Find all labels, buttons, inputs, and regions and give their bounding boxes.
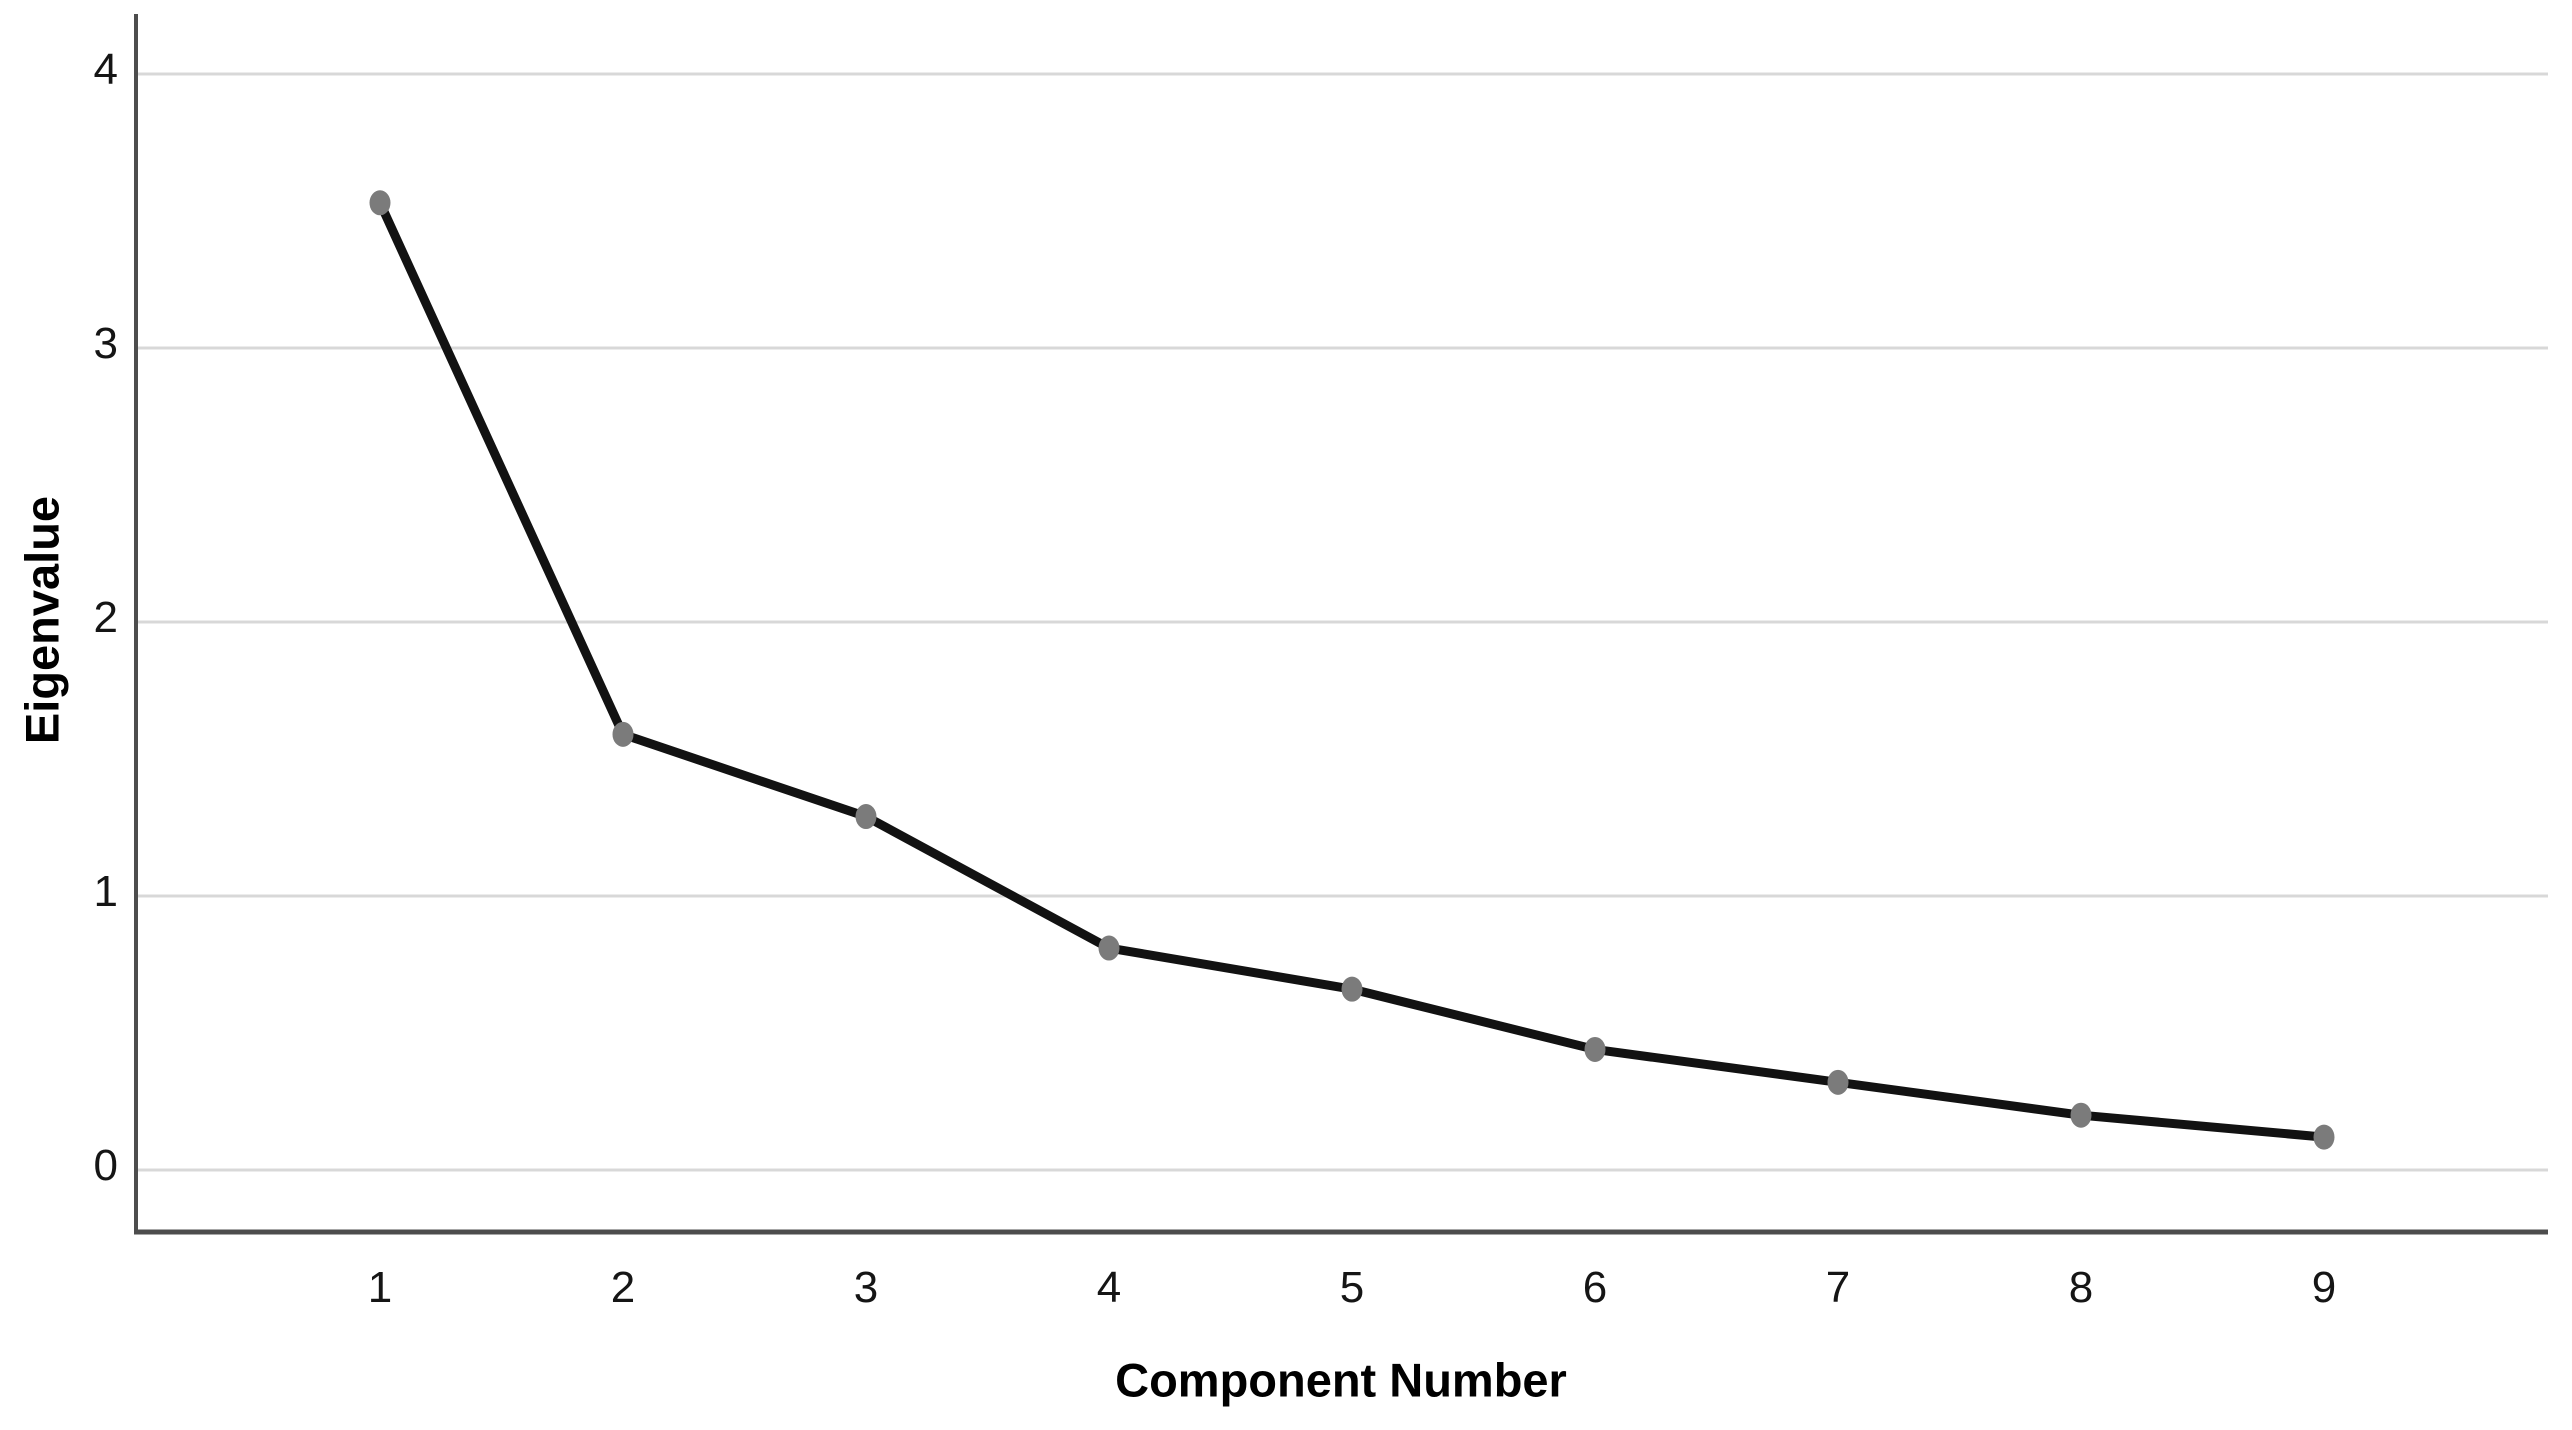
y-tick-label-0: 0	[93, 1141, 118, 1190]
y-tick-label-3: 3	[93, 319, 118, 368]
data-point-2	[612, 721, 634, 747]
x-axis-title: Component Number	[1115, 1353, 1567, 1407]
y-tick-label-1: 1	[93, 867, 118, 916]
x-tick-label-6: 6	[1582, 1263, 1608, 1312]
x-tick-label-8: 8	[2068, 1263, 2094, 1312]
y-tick-label-2: 2	[93, 593, 118, 642]
data-point-9	[2313, 1124, 2335, 1150]
y-tick-label-4: 4	[93, 45, 118, 94]
data-point-1	[369, 190, 391, 216]
x-tick-label-5: 5	[1339, 1263, 1365, 1312]
x-tick-label-7: 7	[1825, 1263, 1851, 1312]
data-point-4	[1098, 935, 1120, 961]
x-tick-label-9: 9	[2311, 1263, 2337, 1312]
data-point-7	[1827, 1069, 1849, 1095]
x-tick-label-4: 4	[1096, 1263, 1122, 1312]
data-point-6	[1584, 1036, 1606, 1062]
x-tick-label-1: 1	[367, 1263, 393, 1312]
data-point-8	[2070, 1102, 2092, 1128]
data-point-5	[1341, 976, 1363, 1002]
data-point-3	[855, 804, 877, 830]
x-tick-label-3: 3	[853, 1263, 879, 1312]
x-tick-label-2: 2	[610, 1263, 636, 1312]
